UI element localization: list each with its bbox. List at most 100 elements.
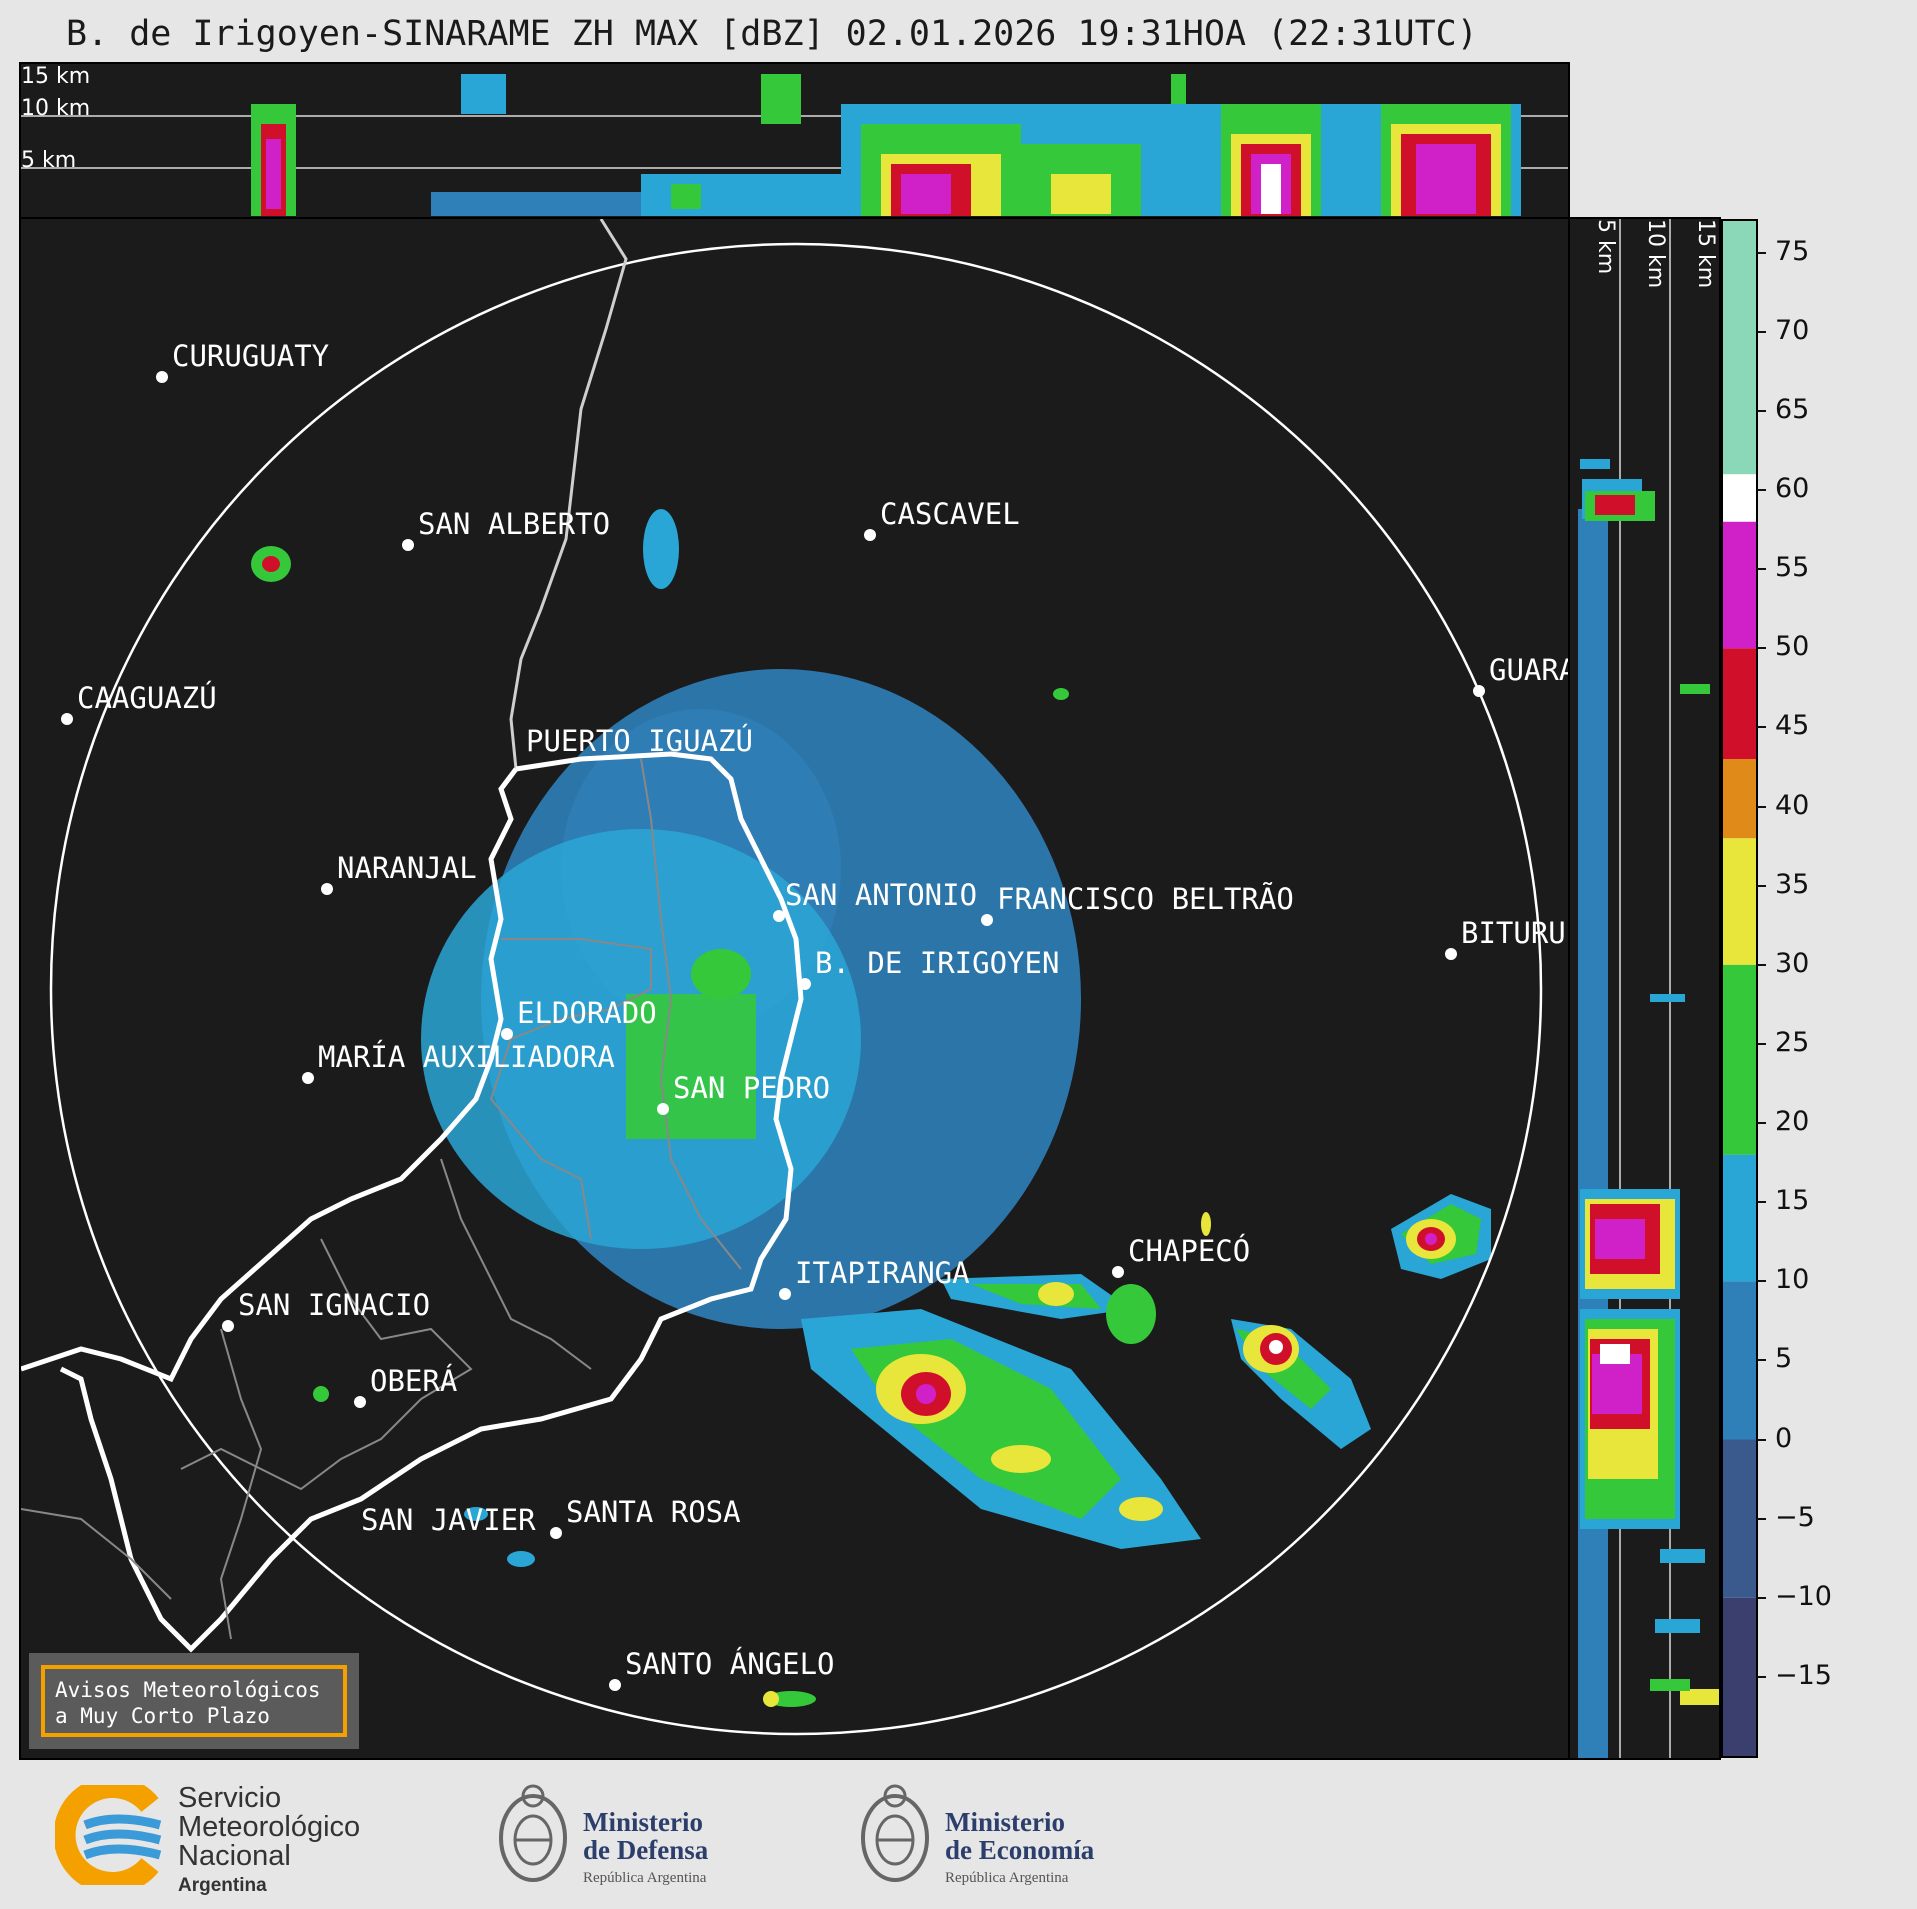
colorbar-tick-label: −5 <box>1775 1501 1815 1533</box>
radar-map-svg <box>21 219 1543 1736</box>
echo-layer <box>251 509 1491 1707</box>
colorbar-tick <box>1757 1596 1766 1599</box>
chart-title: B. de Irigoyen-SINARAME ZH MAX [dBZ] 02.… <box>66 14 1478 54</box>
colorbar-tick <box>1757 489 1766 492</box>
colorbar-tick <box>1757 805 1766 808</box>
colorbar-tick-label: 70 <box>1775 314 1810 346</box>
colorbar-segment <box>1723 521 1756 649</box>
colorbar-tick-label: 55 <box>1775 552 1810 584</box>
defensa-line-1: Ministerio <box>583 1807 703 1837</box>
top-cross-section-svg <box>21 74 1568 216</box>
side-echoes <box>1578 459 1719 1758</box>
colorbar-segment <box>1723 1154 1756 1282</box>
city-label-eldorado: ELDORADO <box>517 996 657 1030</box>
coat-of-arms-icon <box>499 1784 567 1882</box>
smn-line-4: Argentina <box>178 1875 267 1896</box>
colorbar-tick <box>1757 251 1766 254</box>
city-dots <box>61 371 1485 1691</box>
colorbar-tick-label: 20 <box>1775 1106 1810 1137</box>
colorbar-segment <box>1723 759 1756 839</box>
borders <box>21 219 804 1653</box>
colorbar-tick-label: 75 <box>1775 235 1810 267</box>
coat-of-arms-icon <box>861 1784 929 1882</box>
economia-name: Ministerio de Economía República Argenti… <box>945 1808 1094 1892</box>
city-label-naranjal: NARANJAL <box>337 851 477 885</box>
colorbar <box>1721 219 1758 1758</box>
colorbar-tick <box>1757 568 1766 571</box>
city-label-itapiranga: ITAPIRANGA <box>795 1256 970 1290</box>
colorbar-tick <box>1757 963 1766 966</box>
colorbar-tick <box>1757 1517 1766 1520</box>
city-label-cascavel: CASCAVEL <box>880 497 1020 531</box>
city-label-santa-rosa: SANTA ROSA <box>566 1495 741 1529</box>
defensa-name: Ministerio de Defensa República Argentin… <box>583 1808 708 1892</box>
colorbar-tick-label: 5 <box>1775 1343 1793 1375</box>
colorbar-tick <box>1757 1042 1766 1045</box>
side-cross-section: 5 km 10 km 15 km <box>1568 217 1721 1760</box>
colorbar-tick-label: −15 <box>1775 1659 1832 1691</box>
colorbar-tick <box>1757 330 1766 333</box>
colorbar-tick-label: 40 <box>1775 789 1810 821</box>
smn-line-1: Servicio <box>178 1782 282 1814</box>
city-label-santo-angelo: SANTO ÁNGELO <box>625 1647 835 1681</box>
colorbar-tick-label: 45 <box>1775 710 1810 742</box>
city-label-maria-auxiliadora: MARÍA AUXILIADORA <box>318 1040 615 1074</box>
city-label-puerto-iguazu: PUERTO IGUAZÚ <box>526 724 753 758</box>
colorbar-tick-label: 50 <box>1775 631 1810 663</box>
colorbar-tick-label: 15 <box>1775 1185 1810 1217</box>
defensa-line-3: República Argentina <box>583 1870 707 1886</box>
top-echoes <box>251 74 1521 216</box>
smn-line-2: Meteorológico <box>178 1811 361 1843</box>
economia-line-2: de Economía <box>945 1835 1095 1865</box>
colorbar-segment <box>1723 964 1756 1155</box>
side-axis-label-5: 5 km <box>1593 219 1618 275</box>
colorbar-segment <box>1723 474 1756 522</box>
radar-map[interactable]: CURUGUATY SAN ALBERTO CASCAVEL CAAGUAZÚ … <box>19 217 1570 1760</box>
colorbar-tick-label: 60 <box>1775 473 1810 505</box>
colorbar-tick <box>1757 1675 1766 1678</box>
city-label-obera: OBERÁ <box>370 1364 458 1398</box>
colorbar-tick-label: 35 <box>1775 868 1810 900</box>
colorbar-tick <box>1757 1438 1766 1441</box>
warning-line-1: Avisos Meteorológicos <box>55 1678 321 1702</box>
colorbar-segment <box>1723 838 1756 965</box>
colorbar-segment <box>1723 221 1756 475</box>
economia-line-3: República Argentina <box>945 1870 1069 1886</box>
colorbar-tick-label: −10 <box>1775 1580 1832 1612</box>
top-axis-label-15: 15 km <box>21 64 91 89</box>
warning-box-frame: Avisos Meteorológicos a Muy Corto Plazo <box>41 1665 347 1737</box>
city-label-san-ignacio: SAN IGNACIO <box>238 1288 431 1322</box>
colorbar-tick-label: 65 <box>1775 393 1810 425</box>
city-label-guara: GUARA <box>1489 653 1570 687</box>
colorbar-tick <box>1757 1359 1766 1362</box>
colorbar-segment <box>1723 648 1756 760</box>
top-axis-label-5: 5 km <box>21 148 77 173</box>
colorbar-tick-label: 10 <box>1775 1264 1810 1296</box>
city-label-san-antonio: SAN ANTONIO <box>785 878 978 912</box>
colorbar-tick-label: 0 <box>1775 1422 1793 1454</box>
top-cross-section: 15 km 10 km 5 km <box>19 62 1570 219</box>
city-label-san-javier: SAN JAVIER <box>361 1503 536 1537</box>
city-label-chapeco: CHAPECÓ <box>1128 1234 1251 1268</box>
colorbar-tick <box>1757 647 1766 650</box>
defensa-line-2: de Defensa <box>583 1835 709 1865</box>
colorbar-tick-label: 30 <box>1775 947 1810 979</box>
warning-box[interactable]: Avisos Meteorológicos a Muy Corto Plazo <box>29 1653 359 1749</box>
side-cross-section-svg <box>1578 219 1719 1758</box>
smn-logo-icon <box>55 1785 162 1885</box>
warning-line-2: a Muy Corto Plazo <box>55 1704 270 1728</box>
city-label-caaguazu: CAAGUAZÚ <box>77 681 217 715</box>
range-circle <box>49 242 1543 1736</box>
city-label-san-pedro: SAN PEDRO <box>673 1071 831 1105</box>
top-axis-label-10: 10 km <box>21 96 91 121</box>
colorbar-tick <box>1757 409 1766 412</box>
colorbar-tick <box>1757 1201 1766 1204</box>
colorbar-tick <box>1757 1122 1766 1124</box>
city-label-curuguaty: CURUGUATY <box>172 339 330 373</box>
colorbar-tick-label: 25 <box>1775 1026 1810 1058</box>
city-label-bituru: BITURU <box>1461 916 1566 950</box>
colorbar-segment <box>1723 1597 1756 1756</box>
smn-name: Servicio Meteorológico Nacional Argentin… <box>178 1784 360 1900</box>
colorbar-tick <box>1757 884 1766 887</box>
colorbar-segment <box>1723 1281 1756 1440</box>
